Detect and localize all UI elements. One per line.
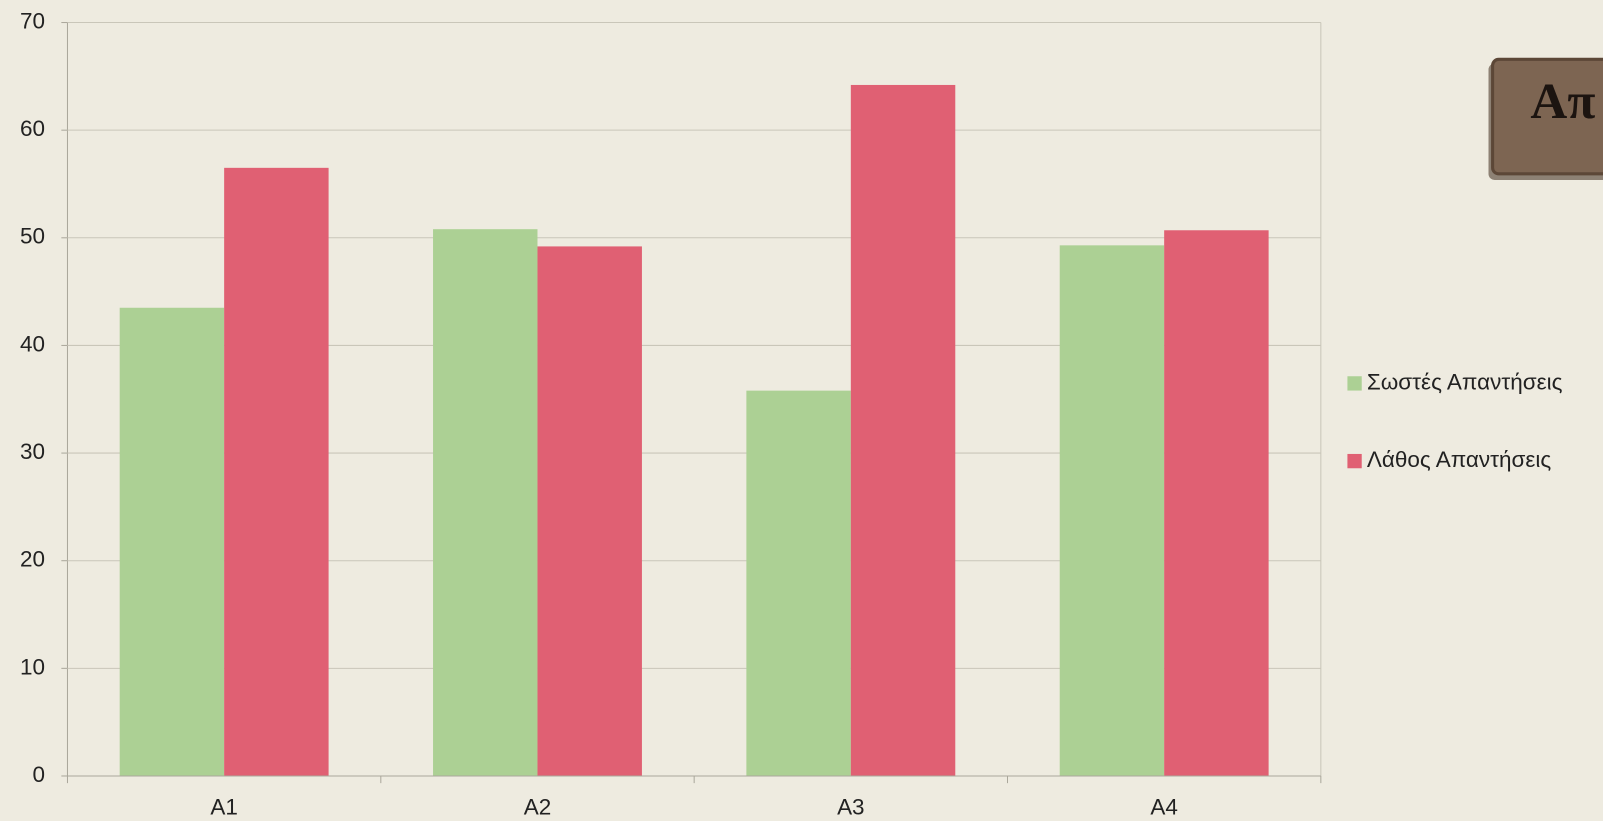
- legend-label: Σωστές Απαντήσεις: [1367, 369, 1563, 394]
- bar: [1164, 230, 1269, 776]
- bar: [850, 84, 956, 776]
- legend-swatch: [1347, 376, 1362, 391]
- y-tick-label: 30: [20, 439, 45, 464]
- y-tick-label: 50: [20, 224, 45, 249]
- bar: [746, 390, 851, 776]
- bar: [433, 229, 538, 776]
- legend-label: Λάθος Απαντήσεις: [1367, 447, 1552, 472]
- y-tick-label: 10: [20, 654, 45, 679]
- y-tick-label: 20: [20, 547, 45, 572]
- title-box: Απ: [1488, 57, 1603, 180]
- x-tick-label: A4: [1150, 795, 1178, 820]
- x-tick-label: A3: [837, 795, 865, 820]
- bar: [119, 307, 225, 776]
- y-tick-label: 0: [32, 762, 45, 787]
- y-tick-label: 70: [20, 8, 45, 33]
- y-tick-label: 40: [20, 331, 45, 356]
- x-tick-label: A2: [524, 795, 552, 820]
- bar: [1059, 245, 1165, 776]
- y-tick-label: 60: [20, 116, 45, 141]
- bar: [224, 167, 329, 776]
- legend-swatch: [1347, 453, 1362, 469]
- chart-title: Απ: [1530, 73, 1595, 130]
- bar: [537, 246, 642, 776]
- x-tick-label: A1: [210, 795, 238, 820]
